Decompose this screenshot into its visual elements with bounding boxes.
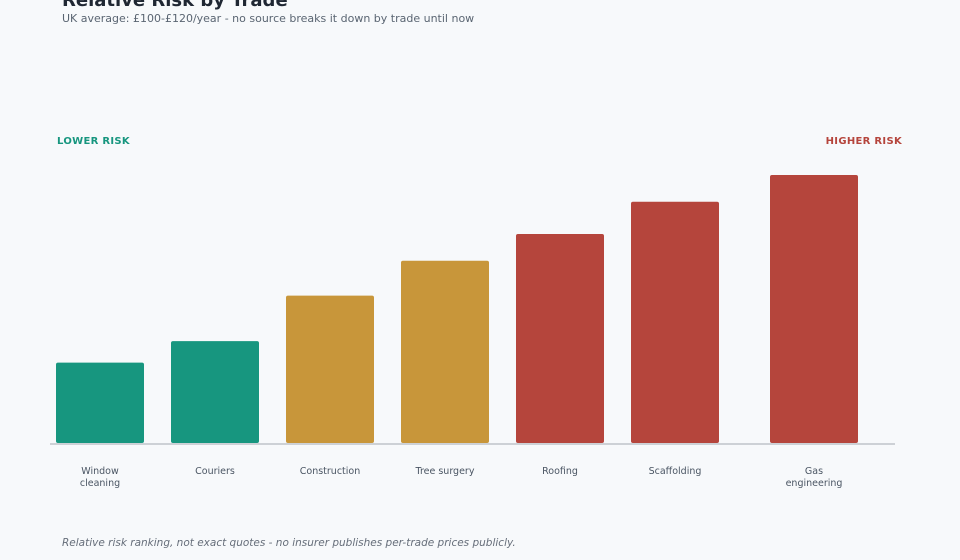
footnote: Relative risk ranking, not exact quotes … (62, 537, 516, 549)
bar (56, 362, 144, 443)
bar (401, 260, 489, 443)
x-tick-label: Couriers (195, 466, 235, 477)
bar (171, 341, 259, 443)
x-tick-label: Window cleaning (79, 466, 121, 490)
bar (631, 201, 719, 443)
x-tick-label: Tree surgery (415, 466, 475, 477)
chart-title: Relative Risk by Trade (62, 0, 288, 11)
chart-subtitle: UK average: £100-£120/year - no source b… (62, 12, 475, 25)
x-tick-label: Gas engineering (785, 466, 843, 490)
bar (516, 233, 604, 443)
high-risk-label: HIGHER RISK (825, 136, 902, 147)
x-tick-label: Scaffolding (648, 466, 702, 477)
bar (286, 295, 374, 443)
x-tick-label: Construction (299, 466, 361, 477)
bar (770, 175, 858, 443)
low-risk-label: LOWER RISK (57, 136, 130, 147)
x-tick-label: Roofing (542, 466, 578, 477)
